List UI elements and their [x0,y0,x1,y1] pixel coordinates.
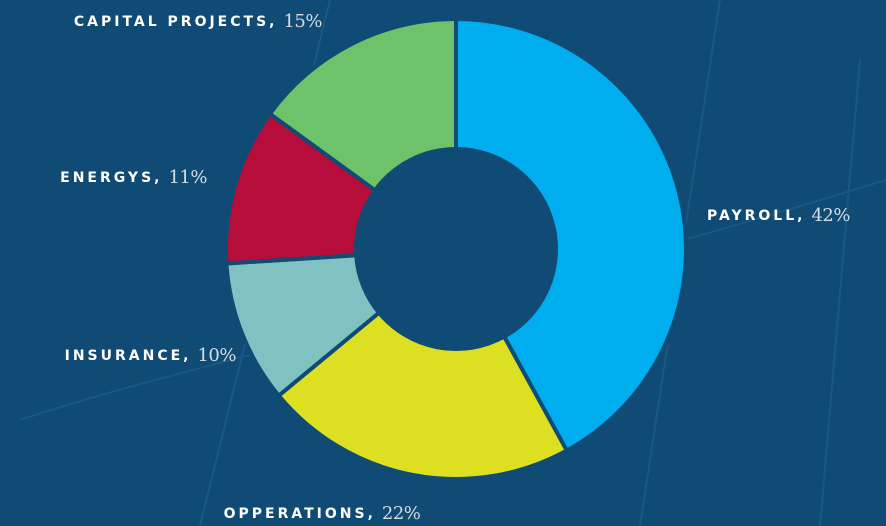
slices [224,16,688,481]
slice-value: 42% [811,205,850,226]
slice-label: ENERGYS, 11% [60,167,207,188]
separator: , [183,348,191,364]
slice-label: CAPITAL PROJECTS, 15% [74,11,323,32]
donut-hole [358,151,554,347]
texture-line [819,59,861,526]
slice-name: CAPITAL PROJECTS [74,14,269,30]
separator: , [269,14,277,30]
slice-label: INSURANCE, 10% [65,345,237,366]
separator: , [154,170,162,186]
separator: , [368,506,376,522]
slice-value: 15% [283,11,322,32]
slice-name: PAYROLL [707,208,797,224]
slice-label: OPPERATIONS, 22% [224,503,421,524]
separator: , [797,208,805,224]
slice-name: ENERGYS [60,170,154,186]
slice [454,16,688,454]
slice-name: OPPERATIONS [224,506,368,522]
labels: PAYROLL, 42% OPPERATIONS, 22% INSURANCE, 10% E… [60,11,851,524]
slice [267,16,458,194]
slice-name: INSURANCE [65,348,184,364]
slice-value: 10% [197,345,236,366]
slice [275,309,570,481]
slice-value: 11% [168,167,207,188]
slice-value: 22% [382,503,421,524]
slice-label: PAYROLL, 42% [707,205,850,226]
